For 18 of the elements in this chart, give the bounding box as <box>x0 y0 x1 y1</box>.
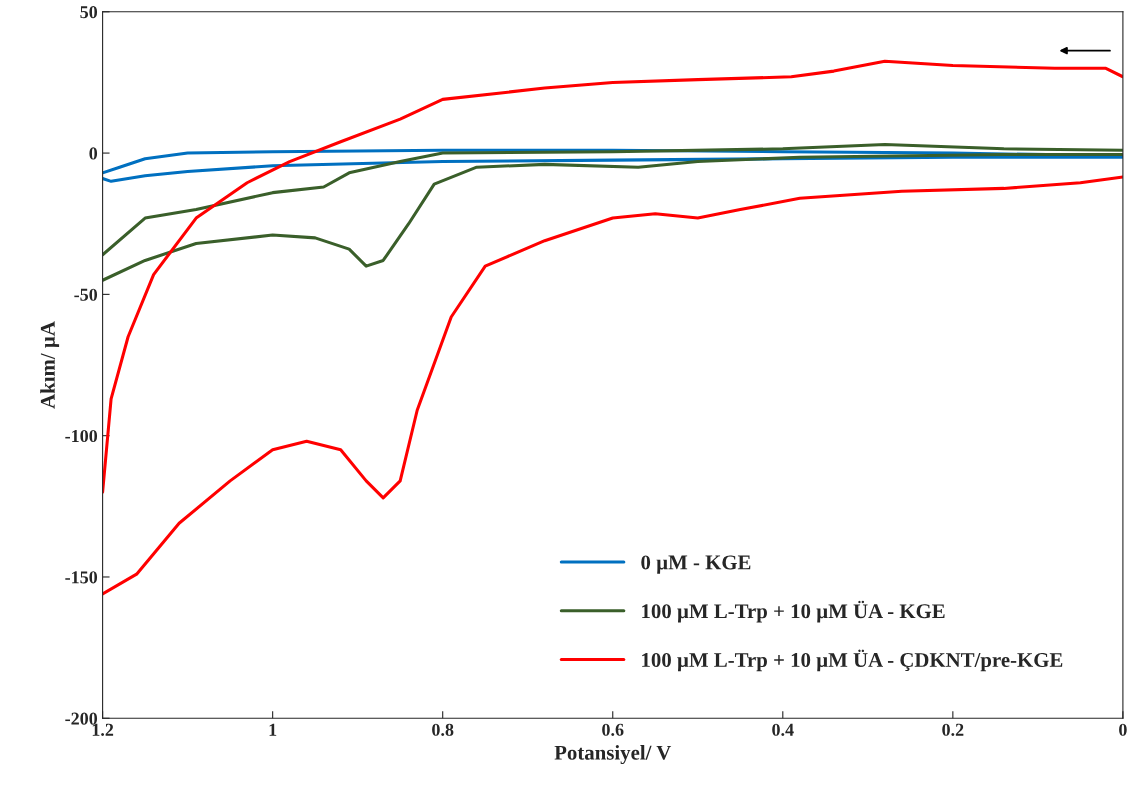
legend-label: 0 µM - KGE <box>641 555 751 574</box>
x-tick-label: 0.6 <box>602 723 624 736</box>
y-tick-label: -50 <box>74 288 98 301</box>
x-tick-label: 0 <box>1119 723 1127 736</box>
y-tick-label: 0 <box>89 147 98 160</box>
x-tick-label: 0.2 <box>942 723 964 736</box>
legend-label: 100 µM L-Trp + 10 µM ÜA - ÇDKNT/pre-KGE <box>642 649 1063 672</box>
x-tick-label: 1.2 <box>92 723 114 736</box>
x-axis-title: Potansiyel/ V <box>554 745 672 765</box>
x-tick-label: 0.8 <box>432 723 454 736</box>
y-tick-label: -150 <box>65 571 98 584</box>
legend-label: 100 µM L-Trp + 10 µM ÜA - KGE <box>642 600 945 623</box>
y-tick-label: 50 <box>80 6 98 19</box>
y-tick-label: -100 <box>65 429 98 443</box>
x-tick-label: 0.4 <box>772 723 794 736</box>
y-axis-title: Akım/ µA <box>40 321 60 409</box>
x-tick-label: 1 <box>269 723 277 736</box>
y-tick-label: -200 <box>65 712 98 725</box>
